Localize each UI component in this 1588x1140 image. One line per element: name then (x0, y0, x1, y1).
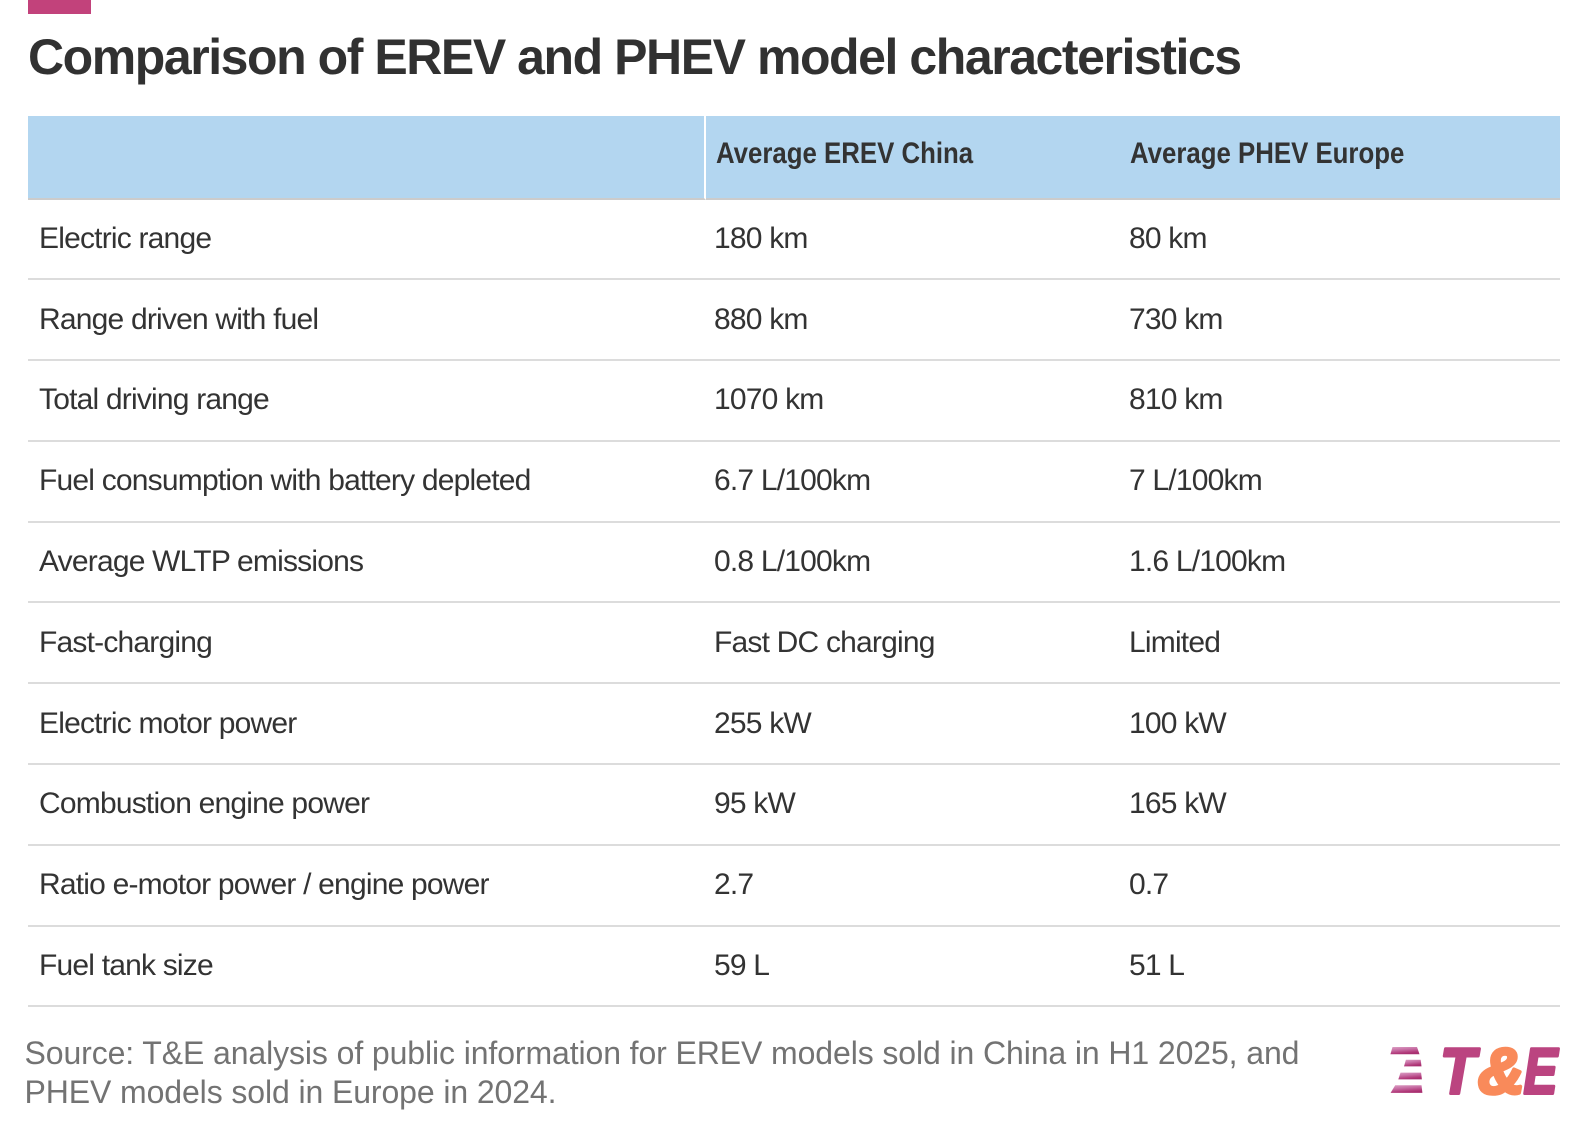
svg-text:E: E (1524, 1037, 1560, 1103)
svg-text:&: & (1478, 1037, 1525, 1103)
svg-text:T: T (1440, 1037, 1480, 1103)
